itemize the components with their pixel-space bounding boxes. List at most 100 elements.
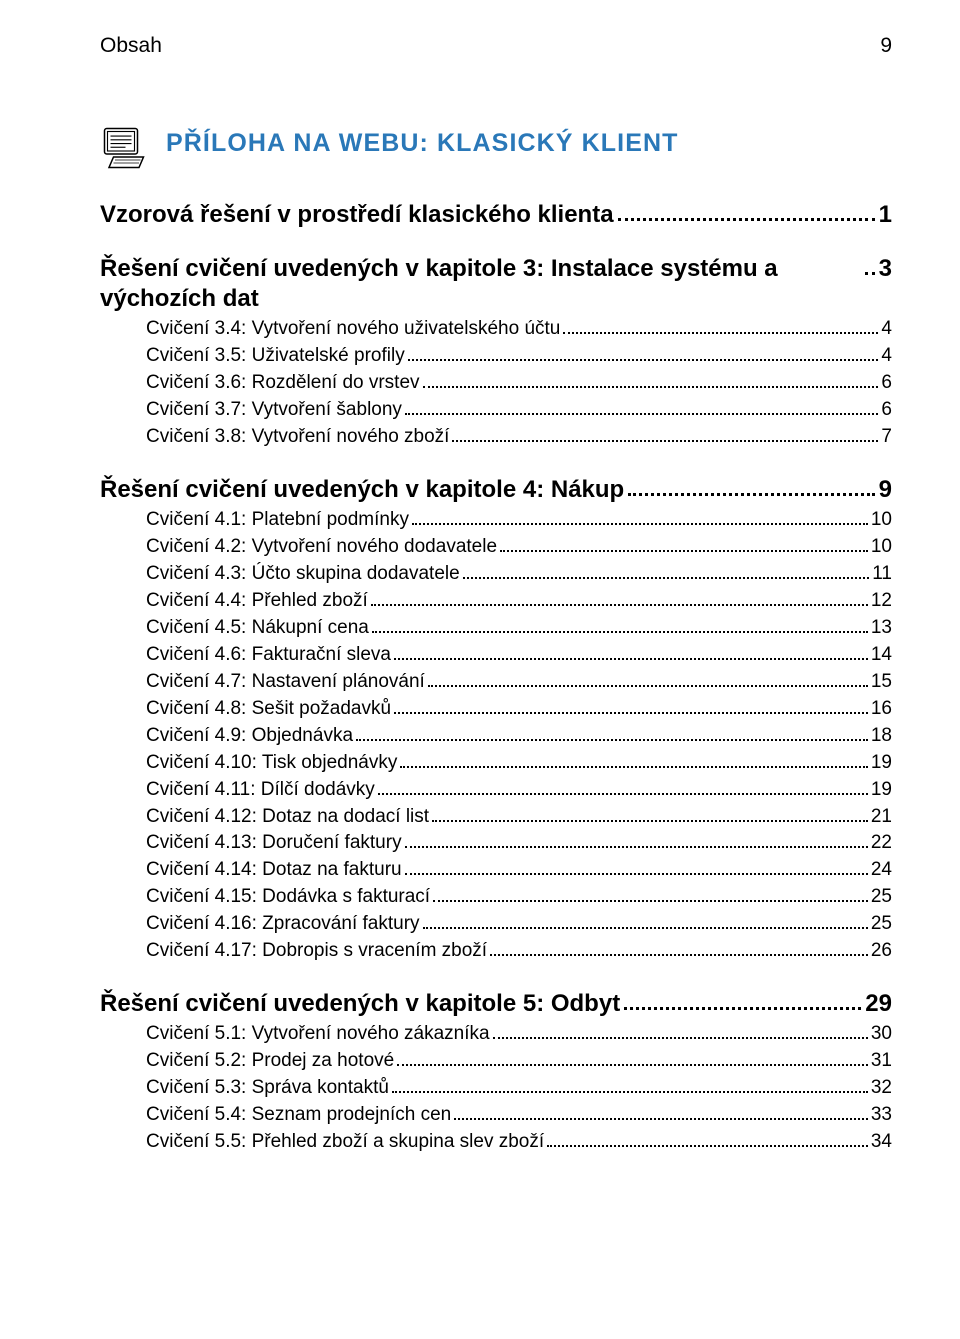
- dot-leader: [490, 954, 868, 956]
- toc-entry-label: Cvičení 4.11: Dílčí dodávky: [146, 777, 375, 804]
- toc-entry: Cvičení 4.5: Nákupní cena 13: [146, 615, 892, 642]
- dot-leader: [412, 523, 868, 525]
- toc-entry-page: 7: [881, 424, 892, 451]
- section-title: PŘÍLOHA NA WEBU: KLASICKÝ KLIENT: [166, 128, 679, 159]
- toc-entry: Cvičení 4.13: Doručení faktury22: [146, 830, 892, 857]
- toc-entry-page: 21: [871, 804, 892, 831]
- toc-entry-block: Cvičení 4.1: Platební podmínky10Cvičení …: [100, 507, 892, 965]
- toc-entry-label: Cvičení 4.9: Objednávka: [146, 723, 353, 750]
- toc-entry: Cvičení 4.15: Dodávka s fakturací25: [146, 884, 892, 911]
- toc-entry-page: 10: [871, 534, 892, 561]
- toc-entry: Cvičení 4.2: Vytvoření nového dodavatele…: [146, 534, 892, 561]
- dot-leader: [493, 1037, 868, 1039]
- dot-leader: [392, 1091, 868, 1093]
- dot-leader: [378, 793, 868, 795]
- toc-entry-page: 16: [871, 696, 892, 723]
- toc-entry: Cvičení 4.9: Objednávka 18: [146, 723, 892, 750]
- toc-entry: Cvičení 3.4: Vytvoření nového uživatelsk…: [146, 316, 892, 343]
- toc-entry-page: 19: [871, 777, 892, 804]
- toc-entry-page: 19: [871, 750, 892, 777]
- toc-entry: Cvičení 5.4: Seznam prodejních cen33: [146, 1102, 892, 1129]
- toc-entry: Cvičení 4.3: Účto skupina dodavatele 11: [146, 561, 892, 588]
- toc-heading-page: 9: [879, 475, 892, 505]
- toc-heading-label: Řešení cvičení uvedených v kapitole 4: N…: [100, 475, 624, 505]
- page-header: Obsah 9: [100, 34, 892, 58]
- toc-entry-label: Cvičení 3.5: Uživatelské profily: [146, 343, 405, 370]
- toc-heading-page: 29: [865, 989, 892, 1019]
- dot-leader: [563, 332, 878, 334]
- dot-leader: [618, 218, 875, 221]
- toc-entry-label: Cvičení 4.7: Nastavení plánování: [146, 669, 425, 696]
- toc-entry-label: Cvičení 5.2: Prodej za hotové: [146, 1048, 394, 1075]
- dot-leader: [394, 712, 868, 714]
- toc-entry-label: Cvičení 3.7: Vytvoření šablony: [146, 397, 402, 424]
- toc-entry-label: Cvičení 4.5: Nákupní cena: [146, 615, 369, 642]
- toc-entry-page: 30: [871, 1021, 892, 1048]
- dot-leader: [624, 1007, 861, 1010]
- dot-leader: [408, 359, 879, 361]
- dot-leader: [423, 927, 868, 929]
- dot-leader: [452, 440, 878, 442]
- dot-leader: [547, 1145, 868, 1147]
- toc-entry: Cvičení 4.16: Zpracování faktury25: [146, 911, 892, 938]
- dot-leader: [423, 386, 879, 388]
- header-left: Obsah: [100, 34, 162, 58]
- toc-heading-label: Řešení cvičení uvedených v kapitole 3: I…: [100, 254, 861, 314]
- toc-entry-block: Cvičení 3.4: Vytvoření nového uživatelsk…: [100, 316, 892, 451]
- section-heading-row: PŘÍLOHA NA WEBU: KLASICKÝ KLIENT: [100, 128, 892, 172]
- toc-entry-label: Cvičení 5.4: Seznam prodejních cen: [146, 1102, 451, 1129]
- toc-entry-label: Cvičení 4.8: Sešit požadavků: [146, 696, 391, 723]
- header-right: 9: [880, 34, 892, 58]
- toc-entry: Cvičení 4.6: Fakturační sleva14: [146, 642, 892, 669]
- toc-entry-page: 15: [871, 669, 892, 696]
- computer-icon: [100, 124, 148, 172]
- toc-entry-page: 4: [881, 343, 892, 370]
- toc-entry: Cvičení 4.8: Sešit požadavků 16: [146, 696, 892, 723]
- dot-leader: [394, 658, 868, 660]
- toc-entry-label: Cvičení 5.5: Přehled zboží a skupina sle…: [146, 1129, 544, 1156]
- toc-entry-page: 12: [871, 588, 892, 615]
- toc-entry-page: 13: [871, 615, 892, 642]
- toc-entry-page: 11: [872, 561, 892, 588]
- toc-heading: Řešení cvičení uvedených v kapitole 3: I…: [100, 254, 892, 314]
- dot-leader: [500, 550, 868, 552]
- toc-entry: Cvičení 3.7: Vytvoření šablony 6: [146, 397, 892, 424]
- toc-heading-label: Řešení cvičení uvedených v kapitole 5: O…: [100, 989, 620, 1019]
- toc-entry: Cvičení 3.5: Uživatelské profily 4: [146, 343, 892, 370]
- dot-leader: [433, 900, 868, 902]
- toc-heading: Vzorová řešení v prostředí klasického kl…: [100, 200, 892, 230]
- dot-leader: [428, 685, 868, 687]
- toc-entry-page: 6: [881, 370, 892, 397]
- toc-entry-label: Cvičení 4.3: Účto skupina dodavatele: [146, 561, 460, 588]
- toc-entry-page: 18: [871, 723, 892, 750]
- toc-entry-label: Cvičení 4.4: Přehled zboží: [146, 588, 368, 615]
- toc-entry-label: Cvičení 3.8: Vytvoření nového zboží: [146, 424, 449, 451]
- toc-entry: Cvičení 5.2: Prodej za hotové 31: [146, 1048, 892, 1075]
- toc-entry-page: 31: [871, 1048, 892, 1075]
- dot-leader: [865, 272, 875, 275]
- dot-leader: [405, 413, 878, 415]
- toc-entry-page: 22: [871, 830, 892, 857]
- toc-entry-label: Cvičení 5.3: Správa kontaktů: [146, 1075, 389, 1102]
- toc-entry-label: Cvičení 4.17: Dobropis s vracením zboží: [146, 938, 487, 965]
- toc-heading-label: Vzorová řešení v prostředí klasického kl…: [100, 200, 614, 230]
- toc-entry-label: Cvičení 4.16: Zpracování faktury: [146, 911, 420, 938]
- toc-entry-page: 6: [881, 397, 892, 424]
- toc-heading: Řešení cvičení uvedených v kapitole 4: N…: [100, 475, 892, 505]
- toc-entry: Cvičení 5.3: Správa kontaktů32: [146, 1075, 892, 1102]
- dot-leader: [432, 820, 868, 822]
- toc-entry: Cvičení 4.11: Dílčí dodávky 19: [146, 777, 892, 804]
- dot-leader: [372, 631, 868, 633]
- toc-entry-label: Cvičení 4.12: Dotaz na dodací list: [146, 804, 429, 831]
- toc-entry-page: 34: [871, 1129, 892, 1156]
- toc-entry: Cvičení 5.1: Vytvoření nového zákazníka3…: [146, 1021, 892, 1048]
- toc-entry-label: Cvičení 4.14: Dotaz na fakturu: [146, 857, 402, 884]
- dot-leader: [397, 1064, 868, 1066]
- toc-entry: Cvičení 4.7: Nastavení plánování 15: [146, 669, 892, 696]
- toc-entry-page: 26: [871, 938, 892, 965]
- toc-entry: Cvičení 4.12: Dotaz na dodací list 21: [146, 804, 892, 831]
- toc-heading-page: 1: [879, 200, 892, 230]
- toc-entry-block: Cvičení 5.1: Vytvoření nového zákazníka3…: [100, 1021, 892, 1156]
- toc-entry-label: Cvičení 3.4: Vytvoření nového uživatelsk…: [146, 316, 560, 343]
- toc-entry: Cvičení 4.17: Dobropis s vracením zboží 2…: [146, 938, 892, 965]
